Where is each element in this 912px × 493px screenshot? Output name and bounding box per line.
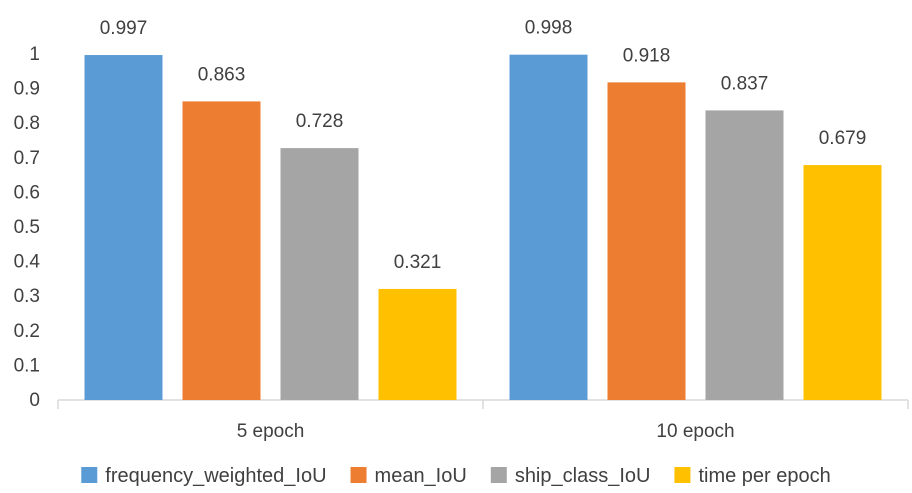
legend-swatch: [350, 467, 367, 483]
y-tick-label: 0.7: [14, 148, 40, 169]
legend-label: frequency_weighted_IoU: [105, 465, 326, 487]
y-tick-label: 0.9: [14, 79, 40, 100]
data-label: 0.321: [394, 252, 442, 273]
legend-item[interactable]: time per epoch: [674, 465, 831, 487]
bar[interactable]: [705, 110, 784, 400]
y-tick-label: 0.1: [14, 355, 40, 376]
bar[interactable]: [509, 54, 588, 400]
data-label: 0.918: [623, 45, 671, 66]
legend-item[interactable]: ship_class_IoU: [490, 465, 651, 487]
data-label: 0.863: [198, 64, 246, 85]
legend[interactable]: frequency_weighted_IoU mean_IoU ship_class…: [81, 465, 831, 487]
data-label: 0.837: [721, 73, 769, 94]
y-tick-label: 0.3: [14, 286, 40, 307]
legend-swatch: [490, 467, 507, 483]
bar[interactable]: [607, 82, 686, 400]
y-tick-label: 0.2: [14, 321, 40, 342]
legend-label: mean_IoU: [375, 465, 467, 487]
legend-label: ship_class_IoU: [515, 465, 651, 487]
y-axis: 0 0.1 0.2 0.3 0.4 0.5 0.6 0.7 0.8 0.9 1: [14, 44, 41, 411]
legend-label: time per epoch: [698, 465, 830, 487]
data-label: 0.997: [100, 18, 148, 39]
y-tick-label: 0.8: [14, 113, 40, 134]
y-tick-label: 0.4: [14, 252, 41, 273]
bar[interactable]: [803, 165, 882, 400]
bar[interactable]: [182, 101, 261, 400]
bar[interactable]: [280, 148, 359, 400]
data-label: 0.998: [525, 18, 573, 39]
x-category-label: 10 epoch: [656, 421, 734, 442]
x-axis: 5 epoch 10 epoch: [57, 399, 909, 442]
bar[interactable]: [378, 288, 457, 400]
x-category-label: 5 epoch: [237, 421, 305, 442]
bars: [84, 54, 882, 401]
data-labels: 0.997 0.863 0.728 0.321 0.998 0.918 0.837 0.679: [100, 18, 867, 273]
y-tick-label: 0.5: [14, 217, 40, 238]
data-label: 0.728: [296, 111, 344, 132]
bar[interactable]: [84, 55, 163, 401]
legend-swatch: [674, 467, 691, 483]
legend-swatch: [81, 467, 98, 483]
data-label: 0.679: [819, 128, 867, 149]
legend-item[interactable]: frequency_weighted_IoU: [81, 465, 327, 487]
y-tick-label: 0.6: [14, 182, 40, 203]
legend-item[interactable]: mean_IoU: [350, 465, 467, 487]
y-tick-label: 1: [29, 44, 40, 65]
y-tick-label: 0: [29, 390, 40, 411]
